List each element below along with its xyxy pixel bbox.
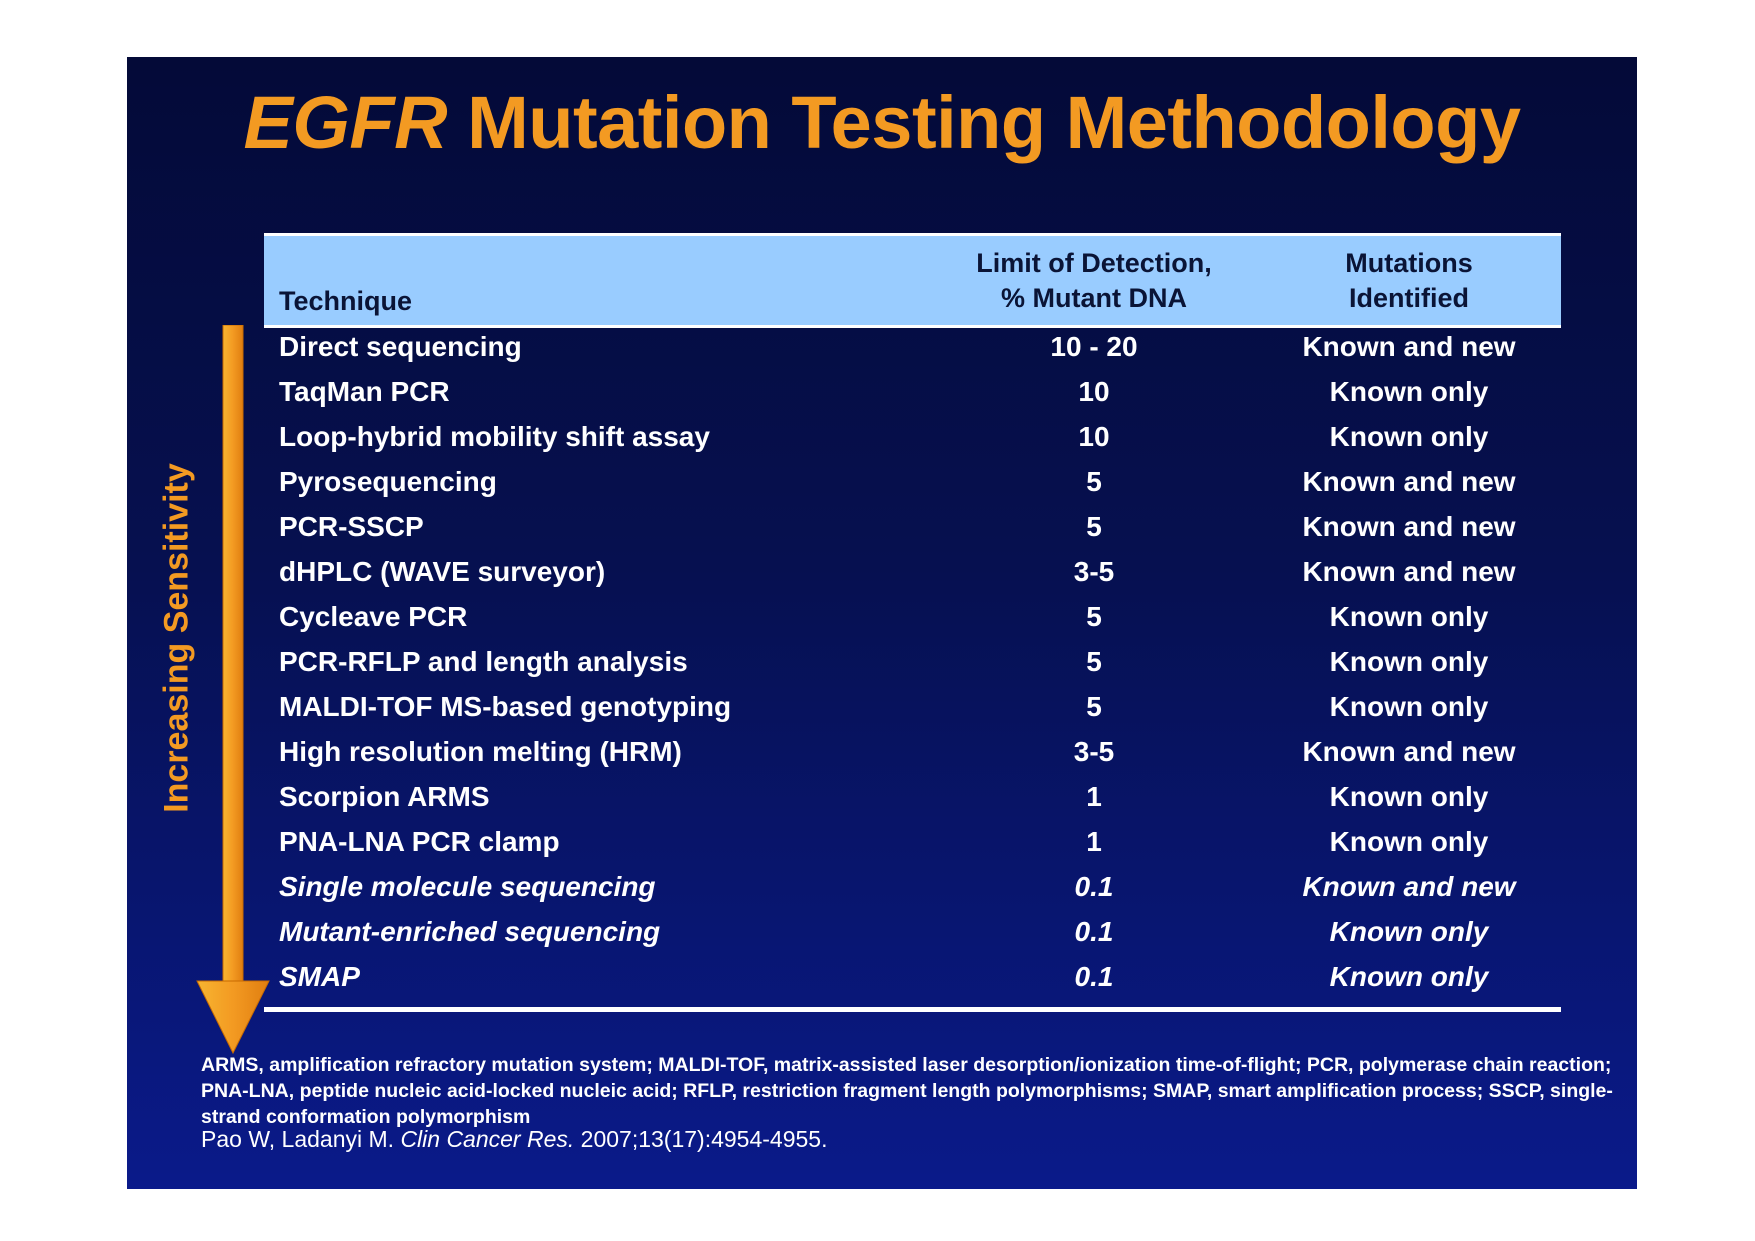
- table-row: High resolution melting (HRM) 3-5 Known an…: [264, 733, 1561, 778]
- technique-cell: Scorpion ARMS: [279, 781, 490, 812]
- limit-cell: 10 - 20: [1050, 331, 1138, 362]
- technique-cell: dHPLC (WAVE surveyor): [279, 556, 606, 587]
- technique-cell: Direct sequencing: [279, 331, 522, 362]
- header-mutations-line1: Mutations: [1345, 248, 1473, 278]
- citation-details: 2007;13(17):4954-4955.: [580, 1126, 828, 1152]
- limit-cell: 1: [1086, 826, 1102, 857]
- technique-cell: PCR-RFLP and length analysis: [279, 646, 688, 677]
- table-row: PCR-SSCP 5 Known and new: [264, 508, 1561, 553]
- mutations-cell: Known only: [1329, 691, 1489, 722]
- table-row: Direct sequencing 10 - 20 Known and new: [264, 328, 1561, 373]
- table-row: PNA-LNA PCR clamp 1 Known only: [264, 823, 1561, 868]
- table-row: Loop-hybrid mobility shift assay 10 Known …: [264, 418, 1561, 463]
- limit-cell: 5: [1086, 691, 1102, 722]
- side-label-text: Increasing Sensitivity: [157, 463, 196, 813]
- mutations-cell: Known and new: [1302, 466, 1516, 497]
- table-row: Mutant-enriched sequencing 0.1 Known only: [264, 913, 1561, 958]
- header-mutations: Mutations Identified: [1284, 246, 1534, 316]
- table-row: Single molecule sequencing 0.1 Known and n…: [264, 868, 1561, 913]
- abbreviations-footnote: ARMS, amplification refractory mutation …: [201, 1054, 1613, 1128]
- header-limit: Limit of Detection, % Mutant DNA: [944, 246, 1244, 316]
- mutations-cell: Known only: [1329, 376, 1489, 407]
- header-technique: Technique: [279, 286, 413, 316]
- title-rest: Mutation Testing Methodology: [467, 81, 1521, 164]
- limit-cell: 10: [1078, 376, 1110, 407]
- technique-cell: Loop-hybrid mobility shift assay: [279, 421, 710, 452]
- mutations-cell: Known only: [1329, 421, 1489, 452]
- mutations-cell: Known only: [1329, 961, 1489, 992]
- slide-title: EGFR Mutation Testing Methodology: [127, 80, 1637, 165]
- mutations-cell: Known only: [1329, 781, 1489, 812]
- table-header: Technique Limit of Detection, % Mutant D…: [264, 233, 1561, 328]
- limit-cell: 5: [1086, 511, 1102, 542]
- header-limit-line1: Limit of Detection,: [976, 248, 1212, 278]
- mutations-cell: Known and new: [1302, 331, 1516, 362]
- header-limit-line2: % Mutant DNA: [1001, 283, 1187, 313]
- mutations-cell: Known and new: [1302, 556, 1516, 587]
- limit-cell: 5: [1086, 646, 1102, 677]
- citation: Pao W, Ladanyi M. Clin Cancer Res. 2007;…: [201, 1126, 827, 1153]
- header-mutations-line2: Identified: [1349, 283, 1469, 313]
- table-row: TaqMan PCR 10 Known only: [264, 373, 1561, 418]
- title-italic-part: EGFR: [243, 81, 448, 164]
- technique-cell: High resolution melting (HRM): [279, 736, 682, 767]
- limit-cell: 5: [1086, 601, 1102, 632]
- limit-cell: 1: [1086, 781, 1102, 812]
- mutations-cell: Known and new: [1302, 871, 1516, 902]
- technique-cell: Mutant-enriched sequencing: [279, 916, 661, 947]
- limit-cell: 0.1: [1074, 916, 1114, 947]
- table-row: SMAP 0.1 Known only: [264, 958, 1561, 1003]
- technique-cell: Pyrosequencing: [279, 466, 497, 497]
- technique-cell: PNA-LNA PCR clamp: [279, 826, 560, 857]
- limit-cell: 0.1: [1074, 871, 1114, 902]
- mutations-cell: Known and new: [1302, 511, 1516, 542]
- limit-cell: 3-5: [1073, 736, 1115, 767]
- table-body: Direct sequencing 10 - 20 Known and new Taq…: [264, 328, 1561, 1003]
- table-row: dHPLC (WAVE surveyor) 3-5 Known and new: [264, 553, 1561, 598]
- limit-cell: 0.1: [1074, 961, 1114, 992]
- citation-authors: Pao W, Ladanyi M.: [201, 1126, 395, 1152]
- table-row: PCR-RFLP and length analysis 5 Known only: [264, 643, 1561, 688]
- methodology-table: Technique Limit of Detection, % Mutant D…: [264, 233, 1561, 1012]
- limit-cell: 5: [1086, 466, 1102, 497]
- down-arrow-icon: [196, 325, 270, 1055]
- technique-cell: SMAP: [279, 961, 360, 992]
- mutations-cell: Known only: [1329, 826, 1489, 857]
- mutations-cell: Known only: [1329, 646, 1489, 677]
- limit-cell: 10: [1078, 421, 1110, 452]
- citation-journal: Clin Cancer Res.: [400, 1126, 575, 1152]
- technique-cell: Cycleave PCR: [279, 601, 468, 632]
- technique-cell: TaqMan PCR: [279, 376, 450, 407]
- table-row: Cycleave PCR 5 Known only: [264, 598, 1561, 643]
- technique-cell: PCR-SSCP: [279, 511, 424, 542]
- limit-cell: 3-5: [1073, 556, 1115, 587]
- mutations-cell: Known only: [1329, 601, 1489, 632]
- table-row: Pyrosequencing 5 Known and new: [264, 463, 1561, 508]
- technique-cell: Single molecule sequencing: [279, 871, 656, 902]
- table-bottom-rule: [264, 1007, 1561, 1012]
- table-row: Scorpion ARMS 1 Known only: [264, 778, 1561, 823]
- mutations-cell: Known and new: [1302, 736, 1516, 767]
- table-row: MALDI-TOF MS-based genotyping 5 Known only: [264, 688, 1561, 733]
- mutations-cell: Known only: [1329, 916, 1489, 947]
- technique-cell: MALDI-TOF MS-based genotyping: [279, 691, 732, 722]
